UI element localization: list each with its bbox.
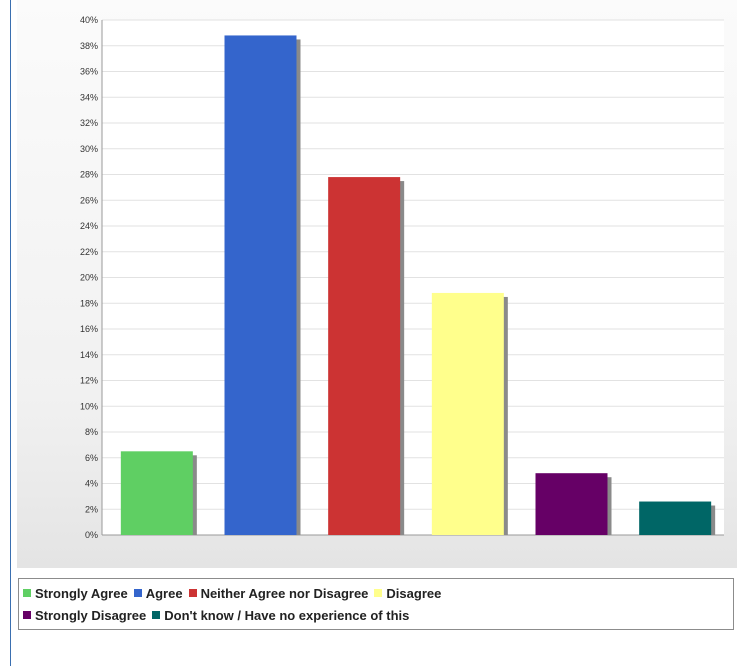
bar-2 bbox=[224, 35, 297, 535]
legend-swatch bbox=[133, 589, 142, 597]
legend-label: Disagree bbox=[386, 585, 442, 601]
legend-swatch bbox=[23, 589, 31, 597]
chart-legend: Strongly Agree Agree Neither Agree nor Dis… bbox=[18, 578, 734, 630]
legend-label: Strongly Disagree bbox=[35, 607, 147, 623]
y-tick-label: 20% bbox=[80, 273, 98, 283]
bar-3 bbox=[328, 177, 401, 535]
legend-item: Strongly Agree bbox=[23, 586, 128, 601]
legend-item: Neither Agree nor Disagree bbox=[188, 585, 369, 601]
y-tick-label: 14% bbox=[80, 350, 98, 360]
page-frame-line bbox=[10, 0, 11, 666]
legend-swatch bbox=[374, 589, 383, 597]
legend-item: Strongly Disagree bbox=[23, 608, 146, 623]
y-tick-label: 16% bbox=[80, 324, 98, 334]
y-tick-label: 6% bbox=[85, 453, 98, 463]
legend-row: Strongly Agree Agree Neither Agree nor Dis… bbox=[23, 582, 729, 604]
y-tick-label: 38% bbox=[80, 41, 98, 51]
legend-label: Neither Agree nor Disagree bbox=[200, 585, 369, 601]
y-tick-label: 10% bbox=[80, 401, 98, 411]
y-tick-label: 2% bbox=[85, 504, 98, 514]
y-tick-label: 30% bbox=[80, 144, 98, 154]
y-tick-label: 8% bbox=[85, 427, 98, 437]
legend-item: Agree bbox=[133, 585, 183, 601]
bar-1 bbox=[120, 451, 193, 535]
legend-swatch bbox=[188, 589, 197, 597]
legend-item: Disagree bbox=[374, 586, 441, 601]
bar-5 bbox=[535, 473, 608, 535]
legend-item: Don't know / Have no experience of this bbox=[152, 608, 409, 623]
legend-swatch bbox=[23, 611, 31, 619]
y-tick-label: 0% bbox=[85, 530, 98, 540]
y-tick-label: 34% bbox=[80, 92, 98, 102]
bar-4 bbox=[431, 292, 504, 535]
bar-6 bbox=[639, 501, 712, 535]
legend-label: Agree bbox=[145, 585, 183, 601]
y-tick-label: 32% bbox=[80, 118, 98, 128]
bar-chart: 0% 2% 4% 6% 8% 10% 12% 14% 16% 18% 20% 22% 24% 26% 28%… bbox=[80, 15, 724, 540]
y-tick-label: 4% bbox=[85, 479, 98, 489]
y-tick-label: 18% bbox=[80, 298, 98, 308]
legend-swatch bbox=[152, 611, 161, 619]
y-tick-label: 36% bbox=[80, 67, 98, 77]
y-tick-label: 40% bbox=[80, 15, 98, 25]
y-tick-label: 28% bbox=[80, 170, 98, 180]
y-tick-label: 22% bbox=[80, 247, 98, 257]
y-tick-label: 12% bbox=[80, 376, 98, 386]
legend-label: Don't know / Have no experience of this bbox=[164, 607, 410, 623]
legend-label: Strongly Agree bbox=[35, 585, 128, 601]
chart-panel: 0% 2% 4% 6% 8% 10% 12% 14% 16% 18% 20% 22% 24% 26% 28%… bbox=[17, 0, 737, 568]
legend-row: Strongly Disagree Don't know / Have no ex… bbox=[23, 604, 729, 626]
y-tick-label: 24% bbox=[80, 221, 98, 231]
y-tick-label: 26% bbox=[80, 195, 98, 205]
